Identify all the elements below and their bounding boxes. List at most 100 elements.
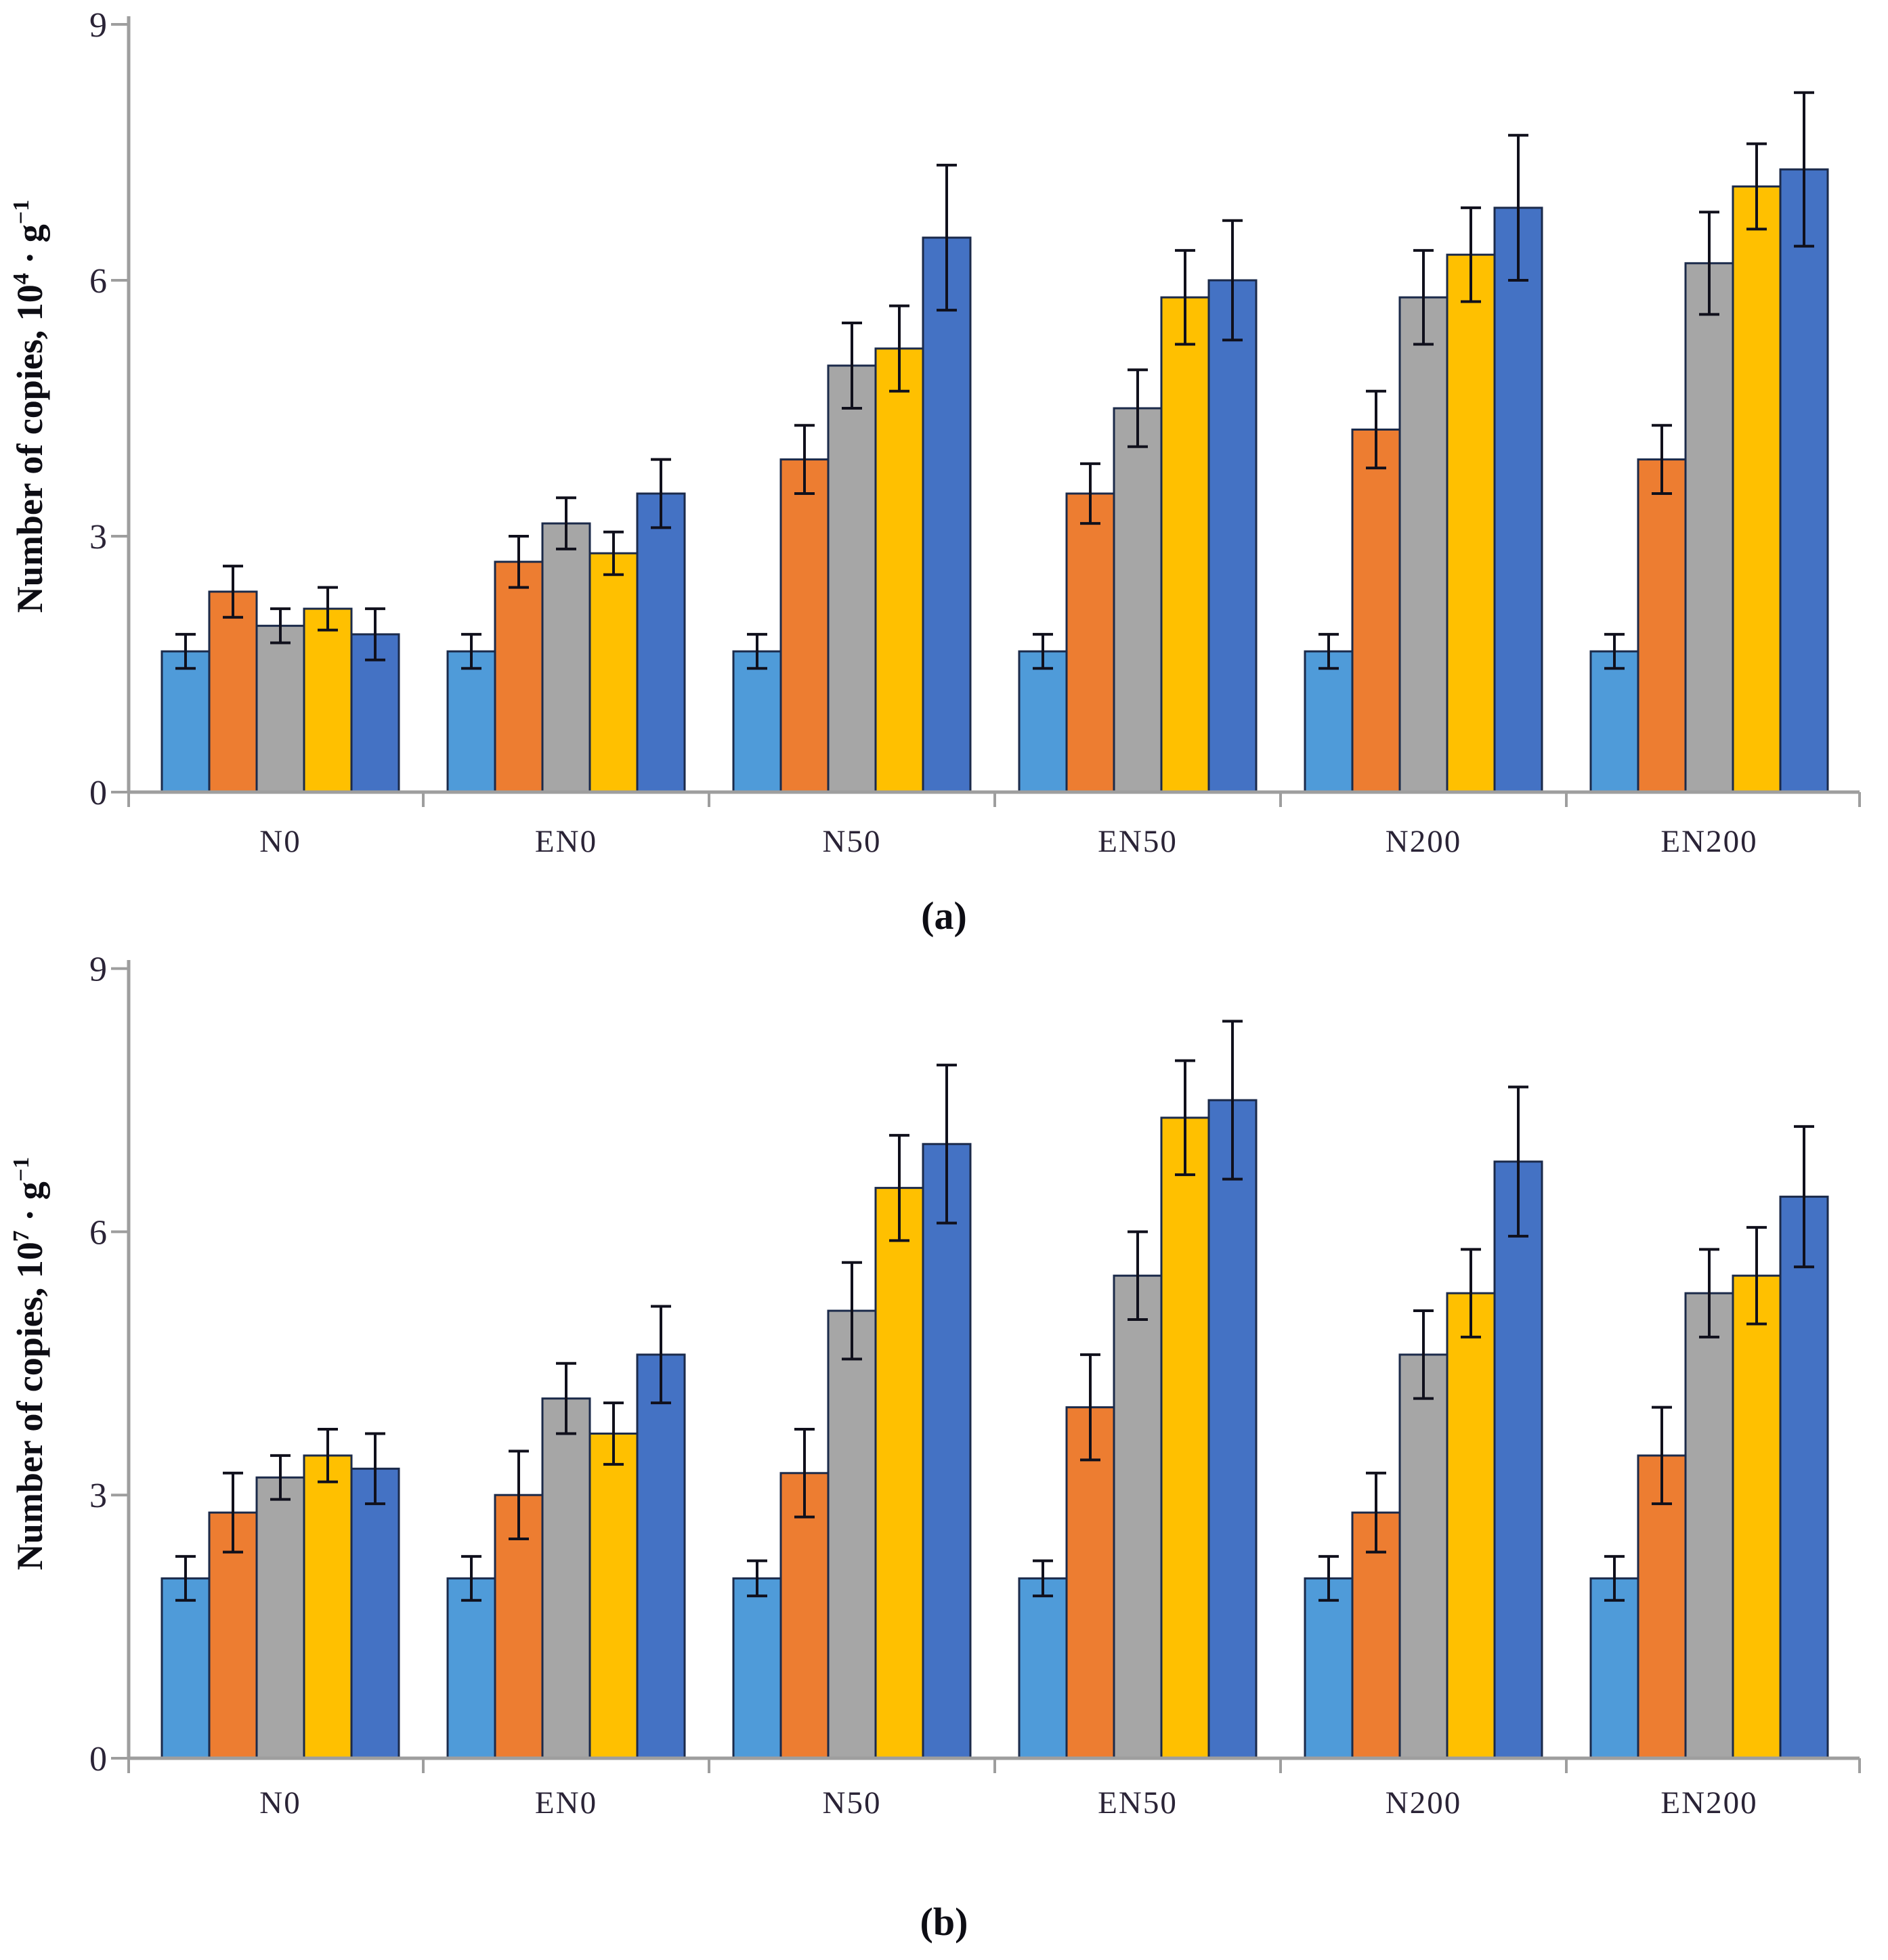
error-bar-a-N0-orange (223, 565, 243, 619)
error-bar-b-EN50-gray (1128, 1230, 1148, 1321)
x-axis-label-b-EN200: EN200 (1660, 1785, 1757, 1821)
bar-b-EN50-light-blue (1018, 1577, 1068, 1760)
bar-a-EN200-orange (1637, 458, 1687, 793)
bar-a-N200-blue (1493, 206, 1543, 793)
y-tick-label-b-0: 0 (89, 1740, 107, 1779)
x-axis-label-b-EN50: EN50 (1098, 1785, 1178, 1821)
x-axis-label-a-EN50: EN50 (1098, 824, 1178, 859)
x-axis-label-a-EN0: EN0 (535, 824, 597, 859)
error-bar-a-N0-blue (365, 607, 385, 661)
bar-a-N200-gray (1398, 296, 1449, 793)
y-tick-label-a-9: 9 (89, 6, 107, 45)
y-tick-label-b-3: 3 (89, 1477, 107, 1515)
error-bar-a-N200-orange (1366, 389, 1386, 470)
x-axis-label-a-N200: N200 (1386, 824, 1461, 859)
error-bar-a-N50-blue (937, 163, 957, 312)
bar-a-N50-orange (779, 458, 830, 793)
bar-a-N50-blue (922, 236, 972, 793)
error-bar-a-N50-gray (842, 322, 862, 410)
x-axis-label-b-N0: N0 (259, 1785, 301, 1821)
error-bar-b-EN200-blue (1794, 1125, 1814, 1269)
error-bar-b-EN0-light-blue (461, 1554, 481, 1602)
error-bar-a-N200-yellow (1461, 206, 1481, 303)
panel-caption-a: (a) (921, 894, 967, 938)
error-bar-a-N50-light-blue (747, 632, 767, 670)
bar-a-EN0-orange (494, 561, 544, 793)
error-bar-b-N50-yellow (889, 1133, 909, 1242)
bar-a-EN0-blue (636, 492, 686, 793)
bar-a-N200-light-blue (1304, 650, 1354, 793)
error-bar-b-N200-orange (1366, 1471, 1386, 1554)
bar-a-N50-light-blue (732, 650, 782, 793)
panel-caption-b: (b) (920, 1900, 968, 1944)
error-bar-a-EN50-light-blue (1033, 632, 1053, 670)
bar-b-EN200-gray (1684, 1292, 1734, 1760)
y-tick-label-b-9: 9 (89, 951, 107, 989)
error-bar-b-N0-blue (365, 1432, 385, 1506)
bar-a-N0-yellow (303, 607, 353, 793)
bar-b-EN50-yellow (1160, 1116, 1210, 1760)
error-bar-a-N50-yellow (889, 304, 909, 393)
error-bar-b-EN50-orange (1080, 1353, 1100, 1462)
error-bar-a-N0-gray (270, 607, 291, 645)
error-bar-b-EN0-gray (556, 1362, 576, 1435)
bar-b-EN50-blue (1207, 1099, 1258, 1760)
bar-b-N200-light-blue (1304, 1577, 1354, 1760)
bar-b-N50-yellow (874, 1187, 924, 1760)
x-axis-label-b-EN0: EN0 (535, 1785, 597, 1821)
bar-b-EN200-light-blue (1589, 1577, 1639, 1760)
error-bar-a-N200-gray (1413, 248, 1434, 346)
error-bar-b-N0-orange (223, 1471, 243, 1554)
bar-b-N0-blue (350, 1467, 400, 1760)
error-bar-a-N0-light-blue (175, 632, 196, 670)
error-bar-b-N200-gray (1413, 1309, 1434, 1400)
error-bar-b-EN0-orange (509, 1450, 529, 1540)
error-bar-a-EN200-orange (1652, 424, 1672, 495)
y-tick-label-b-6: 6 (89, 1213, 107, 1252)
error-bar-a-N200-blue (1508, 133, 1528, 282)
bar-b-N50-gray (827, 1309, 877, 1760)
error-bar-a-N50-orange (794, 424, 815, 495)
bar-a-N0-orange (208, 590, 258, 793)
x-axis-label-a-N0: N0 (259, 824, 301, 859)
error-bar-b-N200-blue (1508, 1085, 1528, 1238)
error-bar-a-EN50-orange (1080, 462, 1100, 525)
error-bar-a-EN0-blue (651, 458, 671, 529)
bar-a-N0-light-blue (160, 650, 211, 793)
error-bar-b-EN0-yellow (603, 1401, 624, 1466)
error-bar-a-EN50-blue (1222, 219, 1243, 342)
error-bar-a-EN200-gray (1699, 211, 1719, 316)
error-bar-a-N0-yellow (318, 586, 338, 632)
error-bar-b-N50-gray (842, 1261, 862, 1361)
bar-b-EN200-yellow (1732, 1274, 1782, 1760)
y-tick-label-a-6: 6 (89, 262, 107, 301)
error-bar-a-EN50-yellow (1175, 248, 1195, 346)
bar-b-N0-yellow (303, 1454, 353, 1760)
error-bar-b-EN0-blue (651, 1305, 671, 1405)
bar-a-N50-yellow (874, 347, 924, 793)
bar-b-EN0-light-blue (446, 1577, 496, 1760)
bar-a-EN50-orange (1065, 492, 1115, 793)
bar-a-EN50-blue (1207, 279, 1258, 793)
bar-b-N0-light-blue (160, 1577, 211, 1760)
bar-b-N200-gray (1398, 1353, 1449, 1760)
y-axis-title-a: Number of copies, 104 · g−1 (9, 200, 50, 613)
error-bar-b-N50-light-blue (747, 1559, 767, 1598)
error-bar-b-N200-light-blue (1318, 1554, 1339, 1602)
bar-a-EN0-light-blue (446, 650, 496, 793)
error-bar-b-EN50-blue (1222, 1020, 1243, 1181)
bar-b-N0-gray (255, 1476, 305, 1760)
bar-b-EN0-yellow (588, 1432, 639, 1760)
bar-a-EN50-yellow (1160, 296, 1210, 793)
bar-b-EN200-orange (1637, 1454, 1687, 1760)
error-bar-a-EN0-yellow (603, 530, 624, 576)
bar-a-N200-orange (1351, 429, 1401, 793)
error-bar-b-EN50-yellow (1175, 1059, 1195, 1177)
error-bar-b-N0-yellow (318, 1428, 338, 1483)
error-bar-b-N200-yellow (1461, 1248, 1481, 1338)
chart-panel-b: N0 EN0 N50 EN50 N200 EN200 0 3 6 9 Number of copie… (9, 951, 1861, 1944)
bar-b-EN0-gray (541, 1397, 591, 1760)
bar-b-N0-orange (208, 1511, 258, 1760)
error-bar-a-N200-light-blue (1318, 632, 1339, 670)
